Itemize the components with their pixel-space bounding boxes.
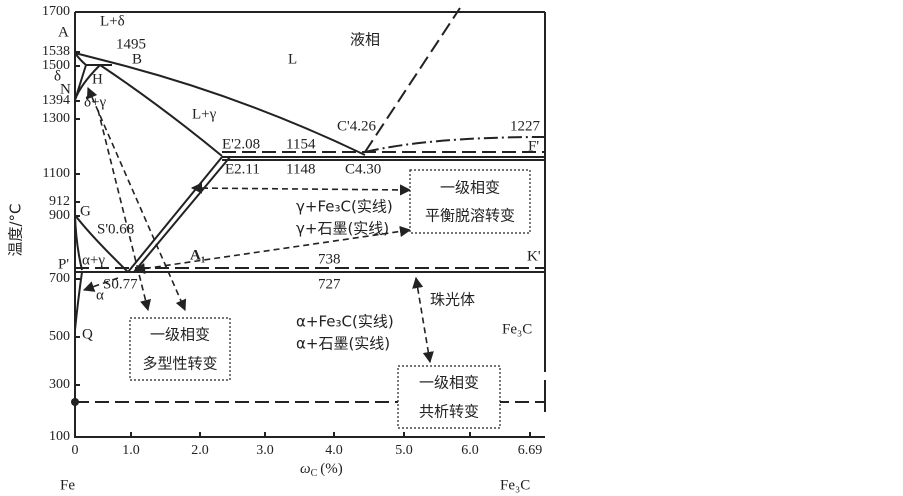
point-label: P' [58,256,69,272]
region-label: L+δ [100,13,125,29]
region-label: γ+石墨(实线) [296,220,389,238]
box-text: 一级相变 [150,326,210,344]
region-label: 珠光体 [430,291,475,309]
region-label: α+石墨(实线) [296,335,390,353]
x-tick-label: 0 [72,443,79,458]
x-right-label: Fe₃C [500,477,530,493]
boxes: 一级相变 多型性转变 一级相变 平衡脱溶转变 一级相变 共析转变 [129,169,531,429]
x-tick-label: 4.0 [325,443,343,458]
point-label: C4.30 [345,161,381,177]
y-tick-label: 300 [49,377,70,392]
y-tick-label: 700 [49,271,70,286]
y-tick-label: 1538 [42,44,70,59]
point-label: C'4.26 [337,118,376,134]
point-labels: A δ N H B 1495 G P' Q C'4.26 1227 E'2.08… [54,24,541,342]
point-label: K' [527,248,541,264]
arrows [82,86,434,364]
box-text: 多型性转变 [142,355,217,373]
x-axis-subscript: C [311,468,318,479]
region-label: γ+Fe₃C(实线) [296,198,393,216]
point-label: 727 [318,276,341,292]
y-tick-label: 1100 [43,166,70,181]
y-tick-label: 1700 [42,4,70,19]
region-label: α [96,287,104,303]
frame [74,11,546,438]
region-label: α+γ [82,252,105,268]
y-tick-label: 1394 [42,93,70,108]
point-label: 1154 [286,136,316,152]
point-label: 1495 [116,36,146,52]
point-label: A₁ [190,247,205,263]
point-label: S0.77 [103,276,138,292]
point-label: 1148 [286,161,315,177]
point-label: E'2.08 [222,136,260,152]
x-axis-symbol: ω [300,461,311,477]
x-axis-unit: (%) [320,461,343,477]
point-label: E2.11 [225,161,260,177]
y-tick-label: 500 [49,329,70,344]
x-tick-label: 3.0 [256,443,274,458]
point-label: S'0.68 [97,221,134,237]
point-label: F' [528,138,539,154]
y-tick-label: 912 [49,194,70,209]
y-tick-label: 100 [49,429,70,444]
point-label: A [58,24,69,40]
box-text: 共析转变 [419,403,479,421]
x-axis-label: ωC (%) [300,461,343,479]
region-label: L+γ [192,106,217,122]
x-tick-label: 1.0 [122,443,140,458]
point-label: 1227 [510,118,541,134]
point-label: G [80,203,91,219]
region-label: δ+γ [84,94,107,110]
x-tick-label: 6.69 [518,443,543,458]
box-text: 平衡脱溶转变 [425,207,515,225]
x-left-label: Fe [60,477,75,493]
point-label: H [92,71,103,87]
axes-labels: 温度/°C 1700 1538 1500 1394 1300 1100 912 … [7,4,543,493]
y-tick-label: 1300 [42,111,70,126]
point-label: δ [54,68,61,84]
region-label: Fe₃C [502,321,532,337]
region-label: 液相 [350,31,380,49]
region-label: α+Fe₃C(实线) [296,313,394,331]
region-label: L [288,51,297,67]
region-labels: L+δ 液相 L δ+γ L+γ γ+Fe₃C(实线) γ+石墨(实线) α+γ… [82,13,532,352]
x-tick-label: 5.0 [395,443,413,458]
box-text: 一级相变 [440,179,500,197]
box-text: 一级相变 [419,374,479,392]
y-axis-label: 温度/°C [7,203,25,256]
y-tick-label: 900 [49,208,70,223]
y-tick-label: 1500 [42,58,70,73]
point-label: B [132,51,142,67]
x-tick-label: 6.0 [461,443,479,458]
point-label: Q [82,326,93,342]
point-label: N [60,81,71,97]
point-label: 738 [318,251,341,267]
x-tick-label: 2.0 [191,443,209,458]
